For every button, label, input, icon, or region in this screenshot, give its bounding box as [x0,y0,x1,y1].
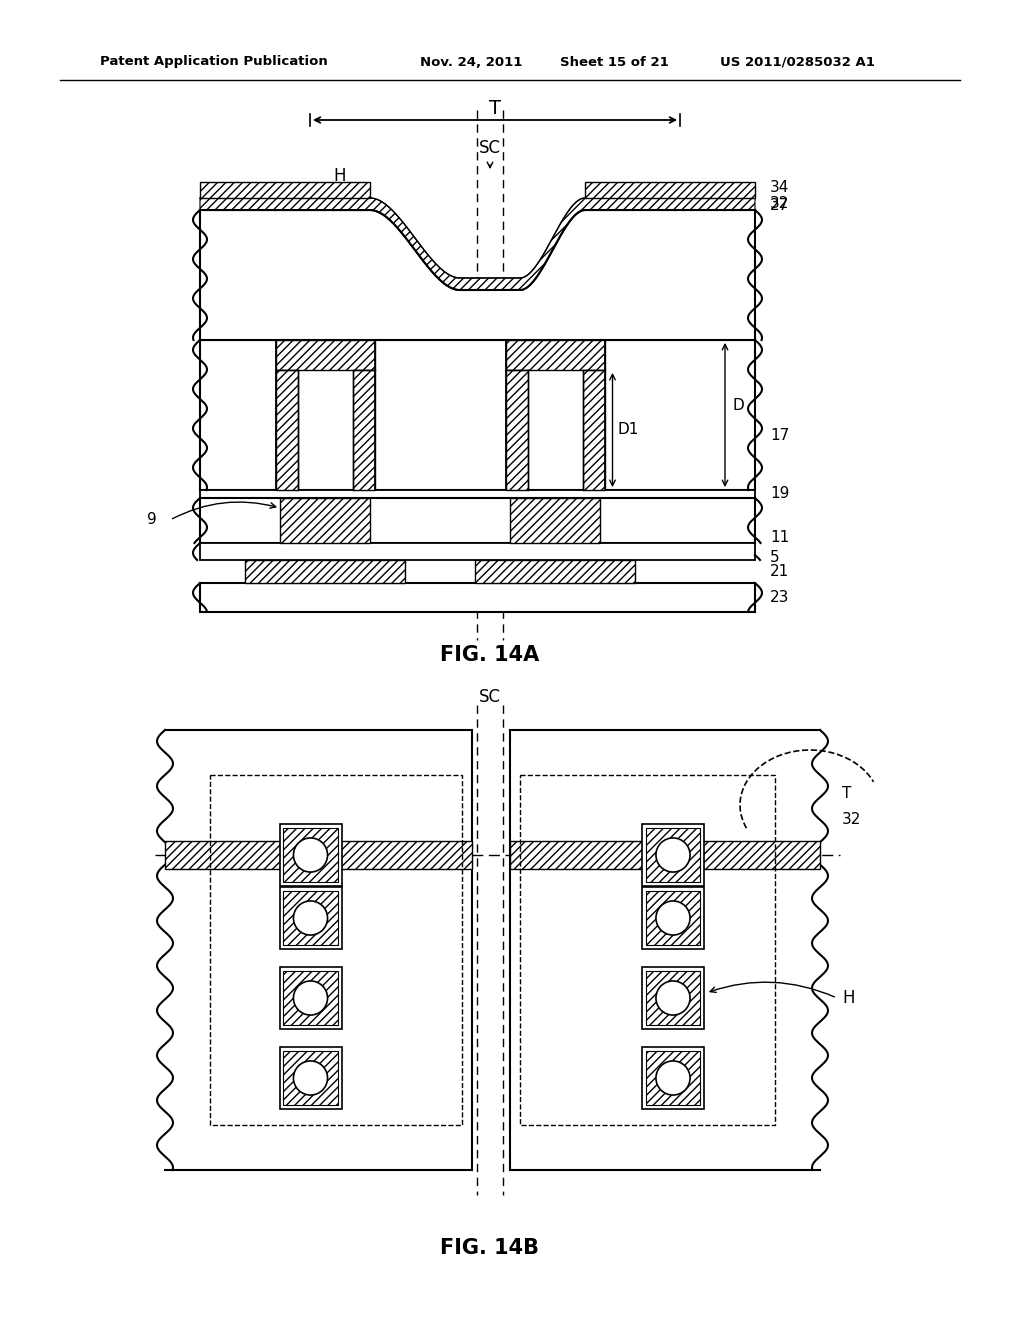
Ellipse shape [656,838,690,873]
Text: T: T [842,785,851,800]
Bar [275,370,298,490]
Bar [200,498,755,543]
Bar [210,775,462,1125]
Bar [280,498,370,543]
Ellipse shape [294,838,328,873]
Text: 34: 34 [770,181,790,195]
Text: T: T [489,99,501,117]
Bar [642,887,705,949]
Text: Nov. 24, 2011: Nov. 24, 2011 [420,55,522,69]
Bar [510,841,820,869]
Bar [200,182,370,198]
Text: D1: D1 [617,422,639,437]
Text: 32: 32 [770,197,790,211]
Bar [200,490,755,498]
Bar [284,1051,338,1105]
Text: 21: 21 [770,564,790,579]
Bar [284,970,338,1026]
Text: FIG. 14A: FIG. 14A [440,645,540,665]
Bar [280,1047,341,1109]
Bar [506,370,527,490]
Bar [642,968,705,1030]
Ellipse shape [656,902,690,935]
Ellipse shape [294,902,328,935]
Bar [520,775,775,1125]
Text: 19: 19 [770,487,790,502]
Bar [284,828,338,882]
Text: FIG. 14B: FIG. 14B [440,1238,540,1258]
Ellipse shape [294,981,328,1015]
Bar [642,1047,705,1109]
Text: H: H [334,168,346,185]
Ellipse shape [656,981,690,1015]
Text: SC: SC [479,688,501,706]
Text: 27: 27 [770,198,790,214]
Bar [642,824,705,886]
Text: 23: 23 [770,590,790,605]
Text: 9: 9 [147,512,157,528]
Bar [280,887,341,949]
Bar [200,341,755,490]
Text: 5: 5 [770,549,779,565]
Polygon shape [200,210,755,341]
Bar [200,583,755,612]
Text: D: D [733,397,744,412]
Bar [585,182,755,198]
Bar [245,560,406,583]
Text: 32: 32 [842,812,861,826]
Text: H: H [842,989,854,1007]
Bar [475,560,635,583]
Bar [646,891,700,945]
Bar [646,1051,700,1105]
Text: 17: 17 [770,428,790,442]
Text: Sheet 15 of 21: Sheet 15 of 21 [560,55,669,69]
Text: SC: SC [479,139,501,157]
Bar [506,341,604,370]
Text: 11: 11 [770,531,790,545]
Bar [352,370,375,490]
Bar [646,828,700,882]
Bar [275,341,375,370]
Bar [165,841,472,869]
Text: Patent Application Publication: Patent Application Publication [100,55,328,69]
Bar [280,968,341,1030]
Bar [510,498,600,543]
Text: US 2011/0285032 A1: US 2011/0285032 A1 [720,55,874,69]
Ellipse shape [656,1061,690,1096]
Bar [646,970,700,1026]
Bar [583,370,604,490]
Bar [280,824,341,886]
Polygon shape [200,198,755,290]
Ellipse shape [294,1061,328,1096]
Bar [284,891,338,945]
Bar [200,543,755,560]
